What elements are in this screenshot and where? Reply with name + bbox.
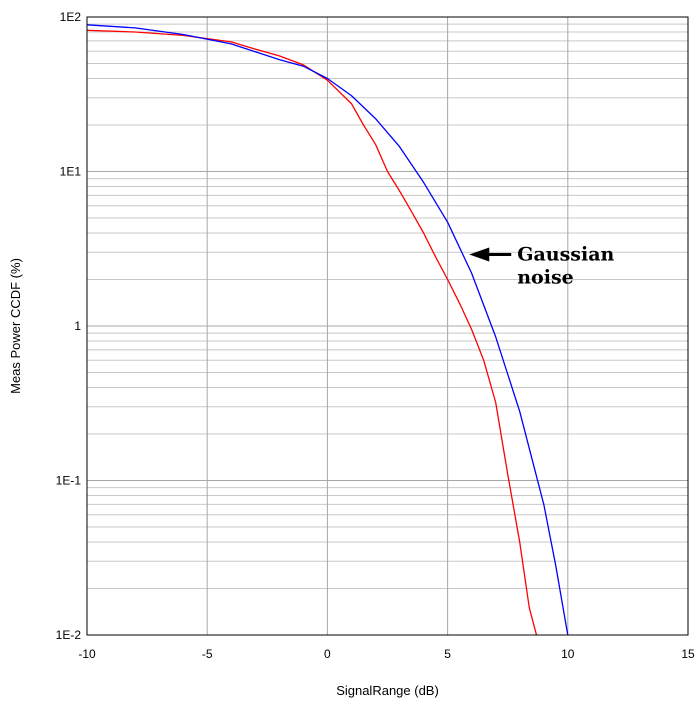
x-tick-label: 5 (444, 647, 451, 661)
y-tick-label: 1 (74, 319, 81, 333)
x-tick-labels: -10 -5 0 5 10 15 (78, 647, 695, 661)
x-axis-title: SignalRange (dB) (336, 683, 439, 698)
y-tick-label: 1E2 (60, 10, 82, 24)
annotation-text-line: noise (517, 267, 574, 289)
plot-frame (86, 16, 689, 636)
series-line-1 (86, 29, 538, 636)
annotation-arrow-head (469, 247, 490, 262)
y-tick-label: 1E-2 (56, 628, 82, 642)
y-axis-title: Meas Power CCDF (%) (8, 258, 23, 394)
series-layer (86, 24, 569, 636)
minor-gridlines (87, 23, 688, 589)
x-tick-label: 15 (681, 647, 695, 661)
x-tick-label: -5 (202, 647, 213, 661)
x-tick-label: 0 (324, 647, 331, 661)
annotation-text-line: Gaussian (517, 244, 614, 266)
y-tick-label: 1E1 (60, 165, 82, 179)
x-tick-label: 10 (561, 647, 575, 661)
x-tick-label: -10 (78, 647, 96, 661)
series-line-2 (86, 24, 569, 636)
y-tick-labels: 1E2 1E1 1 1E-1 1E-2 (56, 10, 82, 642)
y-tick-label: 1E-1 (56, 474, 82, 488)
